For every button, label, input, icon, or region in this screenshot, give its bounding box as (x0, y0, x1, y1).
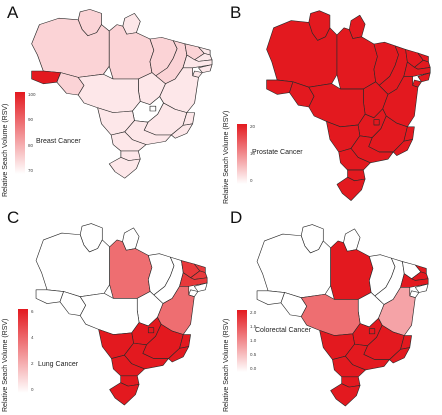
state-df (147, 327, 155, 334)
state-pr (338, 148, 371, 171)
state-rj (392, 139, 413, 156)
legend-tick-label: 2 (31, 361, 34, 366)
color-legend: 2.0 1.5 1.0 0.5 0.0 (237, 310, 256, 372)
panel-label: A (7, 3, 19, 22)
panel-b: B Relative Seach Volume (RSV) 20 10 0 Pros… (221, 0, 442, 207)
y-axis-label: Relative Seach Volume (RSV) (223, 318, 230, 412)
state-ac (35, 289, 64, 304)
legend-tick-label: 0 (31, 387, 34, 392)
legend-title: Colorectal Cancer (255, 327, 312, 334)
legend-tick-label: 4 (31, 335, 34, 340)
state-df (368, 328, 376, 335)
panel-label: C (7, 208, 20, 227)
legend-title: Lung Cancer (38, 361, 79, 368)
legend-tick-label: 2.0 (250, 310, 257, 315)
color-legend: 6 4 2 0 (18, 309, 34, 393)
states-group (31, 9, 213, 179)
legend-tick-label: 10 (250, 151, 256, 156)
panel-a: A Relative Seach Volume (RSV) 100 90 80 70 … (0, 0, 221, 207)
state-ac (31, 70, 62, 85)
panel-c: C Relative Seach Volume (RSV) 6 4 2 0 Lung … (0, 207, 221, 414)
state-rj (168, 346, 190, 363)
legend-gradient-bar (15, 92, 25, 174)
state-rs (330, 383, 361, 407)
state-al (414, 283, 429, 293)
color-legend: 20 10 0 (237, 124, 255, 184)
legend-tick-label: 80 (28, 142, 34, 148)
state-al (198, 64, 213, 73)
legend-title: Breast Cancer (36, 138, 81, 145)
state-pr (332, 355, 366, 378)
state-ac (256, 290, 285, 305)
brazil-choropleth-map (256, 224, 429, 407)
brazil-choropleth-map (266, 10, 431, 201)
brazil-choropleth-map (31, 9, 213, 179)
state-pe (403, 61, 431, 77)
state-al (417, 72, 431, 83)
states-group (256, 224, 429, 407)
legend-tick-label: 0 (250, 178, 253, 183)
legend-tick-label: 6 (31, 309, 34, 314)
legend-title: Prostate Cancer (252, 149, 303, 156)
states-group (35, 223, 208, 406)
state-df (373, 119, 380, 126)
state-rs (109, 382, 140, 406)
state-mt (308, 83, 366, 128)
state-df (149, 105, 157, 112)
state-ac (266, 79, 294, 95)
panel-label: D (230, 208, 243, 227)
legend-gradient-bar (18, 309, 28, 393)
y-axis-label: Relative Seach Volume (RSV) (2, 103, 9, 197)
state-mt (77, 73, 141, 113)
legend-tick-label: 20 (250, 124, 256, 129)
state-pe (400, 273, 429, 288)
state-al (193, 282, 208, 292)
color-legend: 100 90 80 70 (15, 92, 36, 174)
panel-label: B (230, 3, 242, 22)
legend-tick-label: 100 (28, 92, 36, 97)
state-pr (110, 131, 147, 152)
legend-tick-label: 0.5 (250, 352, 257, 357)
state-rj (170, 123, 193, 139)
state-rs (336, 176, 366, 201)
legend-tick-label: 0.0 (250, 366, 257, 371)
panel-d: D Relative Seach Volume (RSV) 2.0 1.5 1.0 0… (221, 207, 442, 414)
y-axis-label: Relative Seach Volume (RSV) (223, 110, 230, 204)
legend-tick-label: 90 (28, 117, 34, 123)
y-axis-label: Relative Seach Volume (RSV) (2, 318, 9, 412)
legend-tick-label: 1.5 (250, 324, 257, 329)
state-pe (182, 54, 213, 69)
state-pr (111, 354, 145, 377)
legend-gradient-bar (237, 124, 247, 184)
legend-tick-label: 70 (28, 168, 34, 173)
states-group (266, 10, 431, 201)
state-mt (79, 292, 140, 335)
brazil-choropleth-map (35, 223, 208, 406)
legend-tick-label: 1.0 (250, 338, 257, 343)
state-rj (389, 347, 411, 364)
state-pe (179, 272, 208, 287)
state-rs (108, 157, 141, 179)
legend-gradient-bar (237, 310, 247, 372)
